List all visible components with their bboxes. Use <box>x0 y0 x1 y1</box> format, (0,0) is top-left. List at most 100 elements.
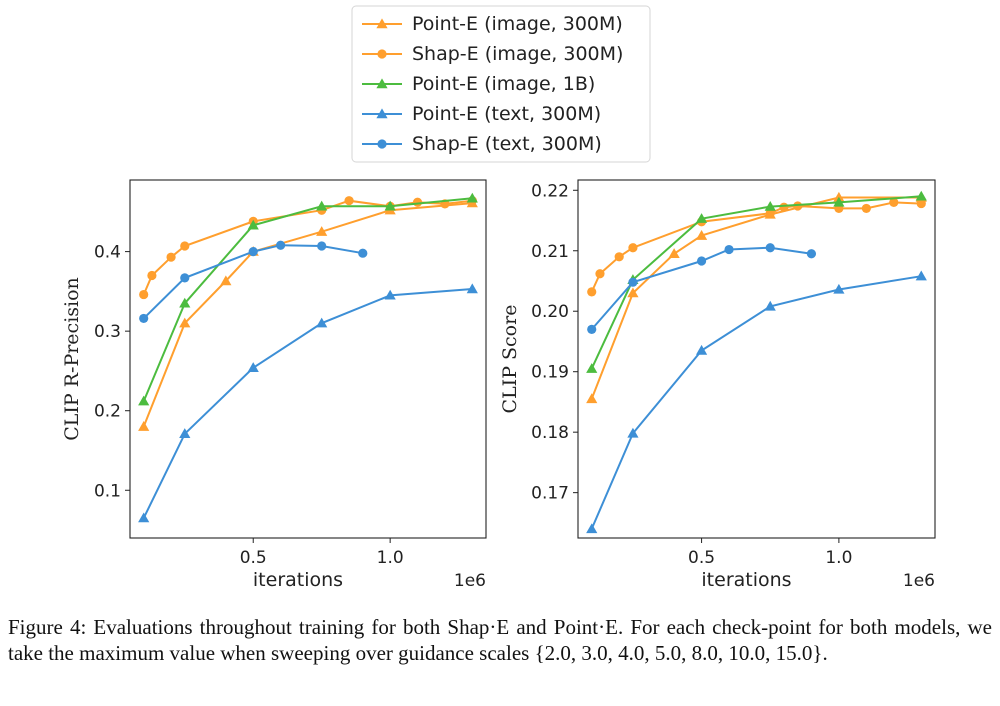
data-point <box>627 427 639 438</box>
legend-marker <box>376 78 388 89</box>
data-point <box>247 219 259 230</box>
data-point <box>915 270 927 281</box>
data-point <box>316 200 328 211</box>
data-point <box>358 248 368 258</box>
series-point-e-text-300m <box>586 270 927 534</box>
series-line <box>590 275 922 530</box>
data-point <box>764 201 776 211</box>
x-tick-label: 0.5 <box>688 548 715 568</box>
data-point <box>806 249 817 259</box>
data-point <box>138 421 150 431</box>
data-point <box>628 277 638 287</box>
data-point <box>586 363 598 373</box>
data-point <box>220 275 232 286</box>
y-axis-label: CLIP Score <box>499 305 521 414</box>
chart-clip-score: 0.17 0.18 0.19 0.20 0.21 0.22 0.5 1.0 iterations… <box>499 179 936 591</box>
data-point <box>595 269 605 279</box>
series-shap-e-image-300m <box>139 196 477 300</box>
series-line <box>142 202 473 427</box>
data-point <box>915 190 927 201</box>
data-point <box>695 213 708 223</box>
series-line <box>590 196 922 400</box>
data-point <box>317 241 327 251</box>
legend-marker <box>377 139 387 149</box>
data-point <box>344 196 354 206</box>
figure-caption: Figure 4: Evaluations throughout trainin… <box>8 615 992 665</box>
data-point <box>765 243 775 253</box>
legend-marker <box>377 49 387 59</box>
x-axis-scale: 1e6 <box>903 571 935 591</box>
series-line <box>590 246 812 331</box>
data-point <box>139 289 149 300</box>
data-point <box>179 428 191 438</box>
chart-clip-r-precision: 0.1 0.2 0.3 0.4 0.5 1.0 iterations 1e6 CLIP R-Pr… <box>61 179 487 591</box>
data-point <box>248 247 258 257</box>
series-line <box>590 201 922 293</box>
data-point <box>316 317 328 328</box>
data-point <box>627 287 639 298</box>
data-point <box>916 198 926 209</box>
data-point <box>139 313 149 324</box>
data-point <box>276 240 286 250</box>
legend-label: Point-E (image, 300M) <box>412 13 623 35</box>
x-axis-label: iterations <box>701 569 791 591</box>
y-tick-label: 0.17 <box>531 484 569 504</box>
data-point <box>779 202 789 212</box>
data-point <box>138 512 150 523</box>
series-line <box>142 197 473 402</box>
x-axis-scale: 1e6 <box>454 571 486 591</box>
data-point <box>695 344 708 355</box>
data-point <box>833 196 845 207</box>
y-tick-label: 0.22 <box>531 181 569 201</box>
y-tick-label: 0.21 <box>531 242 569 262</box>
data-point <box>586 393 598 404</box>
series-point-e-text-300m <box>138 283 478 523</box>
data-point <box>166 252 176 262</box>
data-point <box>628 243 638 253</box>
data-point <box>861 203 871 214</box>
data-point <box>614 252 624 262</box>
data-point <box>384 289 396 300</box>
legend-label: Point-E (image, 1B) <box>412 73 595 95</box>
y-tick-label: 0.1 <box>94 481 121 501</box>
legend-label: Shap-E (text, 300M) <box>412 133 602 155</box>
plot-frame <box>577 179 936 539</box>
data-point <box>179 317 191 328</box>
data-point <box>765 208 775 218</box>
series-point-e-image-1b <box>586 190 927 373</box>
data-point <box>138 395 150 406</box>
legend-label: Point-E (text, 300M) <box>412 103 601 125</box>
legend-marker <box>376 18 388 29</box>
y-tick-label: 0.4 <box>94 243 121 263</box>
data-point <box>316 226 328 236</box>
data-point <box>586 523 598 534</box>
data-point <box>147 270 157 281</box>
data-point <box>587 324 597 334</box>
data-point <box>668 248 680 258</box>
legend-label: Shap-E (image, 300M) <box>412 43 623 65</box>
y-tick-label: 0.2 <box>94 402 121 422</box>
data-point <box>466 283 478 294</box>
series-line <box>142 288 473 519</box>
series-line <box>142 199 473 295</box>
data-point <box>793 201 803 211</box>
series-point-e-image-300m <box>586 191 927 404</box>
data-point <box>764 300 776 311</box>
plot-frame <box>129 179 487 539</box>
data-point <box>889 197 899 207</box>
data-point <box>696 256 707 266</box>
series-line <box>142 244 363 320</box>
y-tick-label: 0.19 <box>531 363 569 383</box>
data-point <box>180 241 190 251</box>
data-point <box>179 297 191 308</box>
data-point <box>180 273 190 283</box>
legend: Point-E (image, 300M) Shap-E (image, 300M… <box>351 5 651 163</box>
x-axis-label: iterations <box>253 569 343 591</box>
data-point <box>833 283 845 294</box>
y-tick-label: 0.20 <box>531 302 569 322</box>
series-point-e-image-300m <box>138 197 478 431</box>
data-point <box>724 244 734 255</box>
legend-frame <box>351 5 651 163</box>
series-point-e-image-1b <box>138 192 478 406</box>
